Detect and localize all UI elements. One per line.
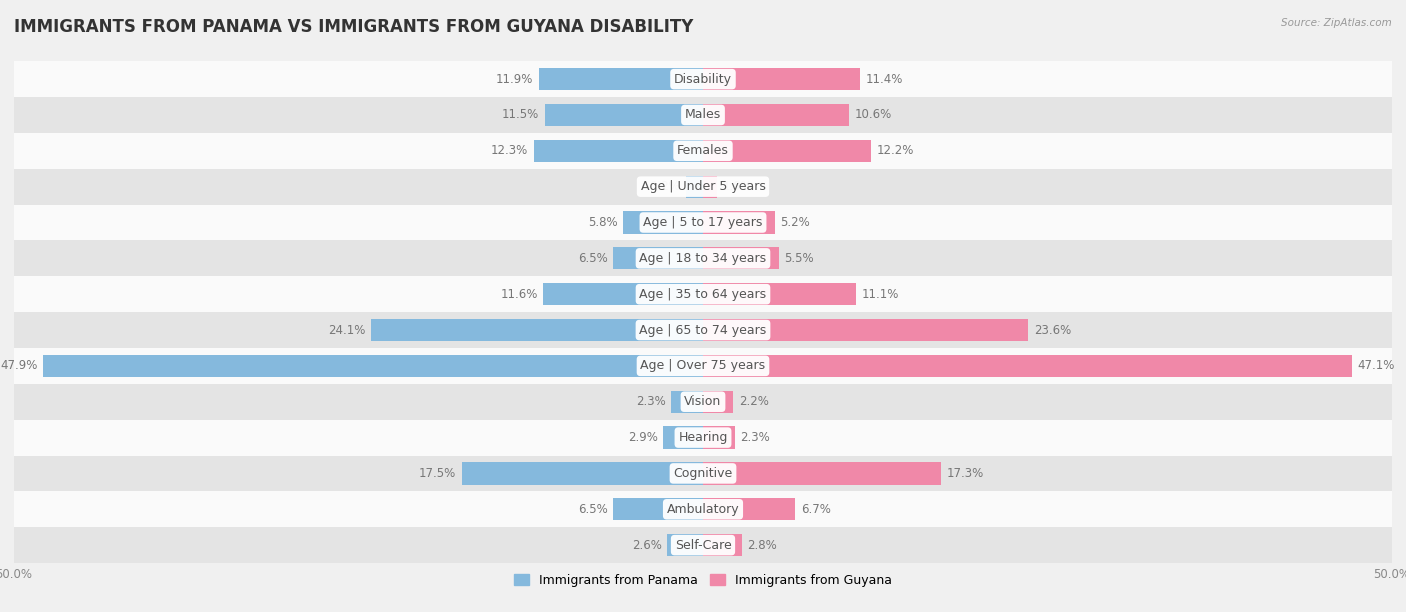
Bar	[44, 355, 703, 377]
Bar	[703, 390, 734, 413]
Text: Source: ZipAtlas.com: Source: ZipAtlas.com	[1281, 18, 1392, 28]
Bar	[544, 104, 703, 126]
Text: Hearing: Hearing	[678, 431, 728, 444]
Bar	[14, 312, 1392, 348]
Bar	[14, 420, 1392, 455]
Text: 11.4%: 11.4%	[866, 73, 903, 86]
Bar	[543, 283, 703, 305]
Bar	[613, 247, 703, 269]
Bar	[703, 68, 860, 90]
Bar	[461, 462, 703, 485]
Text: 2.3%: 2.3%	[636, 395, 666, 408]
Bar	[14, 241, 1392, 276]
Bar	[703, 319, 1028, 341]
Text: Ambulatory: Ambulatory	[666, 503, 740, 516]
Text: Age | Under 5 years: Age | Under 5 years	[641, 180, 765, 193]
Text: Males: Males	[685, 108, 721, 121]
Text: 11.5%: 11.5%	[502, 108, 538, 121]
Text: 5.8%: 5.8%	[588, 216, 617, 229]
Bar	[703, 355, 1353, 377]
Bar	[14, 491, 1392, 527]
Text: IMMIGRANTS FROM PANAMA VS IMMIGRANTS FROM GUYANA DISABILITY: IMMIGRANTS FROM PANAMA VS IMMIGRANTS FRO…	[14, 18, 693, 36]
Text: Age | 35 to 64 years: Age | 35 to 64 years	[640, 288, 766, 300]
Bar	[664, 427, 703, 449]
Text: Females: Females	[678, 144, 728, 157]
Bar	[14, 204, 1392, 241]
Text: 2.8%: 2.8%	[747, 539, 778, 551]
Bar	[686, 176, 703, 198]
Bar	[14, 276, 1392, 312]
Bar	[14, 133, 1392, 169]
Text: 10.6%: 10.6%	[855, 108, 891, 121]
Text: Disability: Disability	[673, 73, 733, 86]
Bar	[14, 527, 1392, 563]
Bar	[703, 462, 942, 485]
Bar	[623, 211, 703, 234]
Bar	[14, 455, 1392, 491]
Bar	[703, 534, 741, 556]
Bar	[703, 211, 775, 234]
Text: 1.0%: 1.0%	[723, 180, 752, 193]
Bar	[14, 384, 1392, 420]
Bar	[703, 427, 735, 449]
Bar	[703, 283, 856, 305]
Text: 11.6%: 11.6%	[501, 288, 537, 300]
Bar	[371, 319, 703, 341]
Bar	[668, 534, 703, 556]
Text: 24.1%: 24.1%	[328, 324, 366, 337]
Bar	[533, 140, 703, 162]
Bar	[613, 498, 703, 520]
Text: 11.1%: 11.1%	[862, 288, 898, 300]
Text: 17.3%: 17.3%	[946, 467, 984, 480]
Bar	[703, 247, 779, 269]
Text: Age | 5 to 17 years: Age | 5 to 17 years	[644, 216, 762, 229]
Bar	[703, 498, 796, 520]
Bar	[14, 97, 1392, 133]
Bar	[14, 169, 1392, 204]
Text: 2.3%: 2.3%	[740, 431, 770, 444]
Text: Age | 65 to 74 years: Age | 65 to 74 years	[640, 324, 766, 337]
Bar	[14, 61, 1392, 97]
Bar	[703, 140, 872, 162]
Text: Age | 18 to 34 years: Age | 18 to 34 years	[640, 252, 766, 265]
Text: Age | Over 75 years: Age | Over 75 years	[641, 359, 765, 372]
Text: 5.5%: 5.5%	[785, 252, 814, 265]
Text: 11.9%: 11.9%	[496, 73, 533, 86]
Text: Self-Care: Self-Care	[675, 539, 731, 551]
Bar	[14, 348, 1392, 384]
Bar	[671, 390, 703, 413]
Text: 23.6%: 23.6%	[1033, 324, 1071, 337]
Text: 2.9%: 2.9%	[627, 431, 658, 444]
Text: 12.3%: 12.3%	[491, 144, 529, 157]
Text: 47.9%: 47.9%	[0, 359, 38, 372]
Text: Cognitive: Cognitive	[673, 467, 733, 480]
Text: 12.2%: 12.2%	[876, 144, 914, 157]
Text: Vision: Vision	[685, 395, 721, 408]
Text: 2.6%: 2.6%	[631, 539, 662, 551]
Bar	[703, 176, 717, 198]
Bar	[703, 104, 849, 126]
Text: 5.2%: 5.2%	[780, 216, 810, 229]
Text: 6.5%: 6.5%	[578, 252, 607, 265]
Text: 2.2%: 2.2%	[738, 395, 769, 408]
Text: 47.1%: 47.1%	[1358, 359, 1395, 372]
Legend: Immigrants from Panama, Immigrants from Guyana: Immigrants from Panama, Immigrants from …	[509, 569, 897, 592]
Text: 6.5%: 6.5%	[578, 503, 607, 516]
Bar	[538, 68, 703, 90]
Text: 1.2%: 1.2%	[651, 180, 681, 193]
Text: 6.7%: 6.7%	[801, 503, 831, 516]
Text: 17.5%: 17.5%	[419, 467, 457, 480]
